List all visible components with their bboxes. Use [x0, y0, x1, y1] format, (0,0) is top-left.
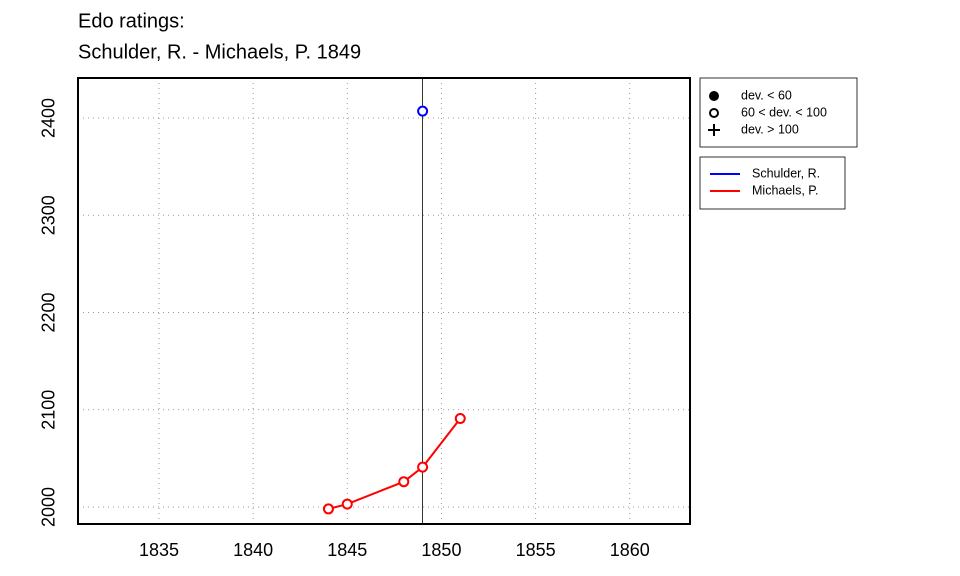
x-tick-label: 1835: [139, 540, 179, 560]
y-tick-label: 2000: [39, 487, 59, 527]
data-point: [454, 412, 466, 424]
legend-symbol: [709, 108, 719, 118]
data-point: [417, 105, 429, 117]
x-tick-label: 1850: [421, 540, 461, 560]
plot-frame: [77, 77, 691, 525]
data-point: [341, 498, 353, 510]
y-tick-label: 2100: [39, 390, 59, 430]
data-point: [398, 476, 410, 488]
y-tick-label: 2200: [39, 292, 59, 332]
chart-subtitle: Schulder, R. - Michaels, P. 1849: [78, 41, 361, 63]
series-line: [328, 417, 462, 510]
legend-label: 60 < dev. < 100: [741, 105, 827, 119]
legend-box: [699, 156, 846, 210]
legend-label: Michaels, P.: [752, 183, 818, 197]
data-point: [417, 461, 429, 473]
legend-symbol: [709, 91, 719, 101]
legend-symbol: [708, 124, 720, 136]
legend-box: [699, 77, 858, 148]
x-tick-label: 1860: [610, 540, 650, 560]
x-tick-label: 1845: [327, 540, 367, 560]
legend-label: dev. < 60: [741, 88, 792, 102]
y-tick-label: 2400: [39, 98, 59, 138]
data-point: [322, 503, 334, 515]
chart-title: Edo ratings:: [78, 10, 185, 32]
x-tick-label: 1840: [233, 540, 273, 560]
legend-label: dev. > 100: [741, 122, 799, 136]
legend-label: Schulder, R.: [752, 166, 820, 180]
y-tick-label: 2300: [39, 195, 59, 235]
x-tick-label: 1855: [516, 540, 556, 560]
